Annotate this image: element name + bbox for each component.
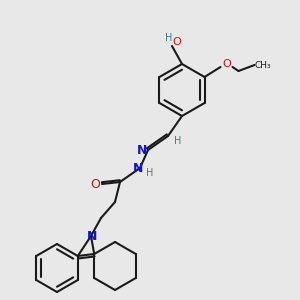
Text: N: N xyxy=(133,161,143,175)
Text: O: O xyxy=(90,178,100,191)
Text: O: O xyxy=(222,59,231,69)
Text: H: H xyxy=(174,136,182,146)
Text: N: N xyxy=(137,145,147,158)
Text: N: N xyxy=(87,230,97,244)
Text: CH₃: CH₃ xyxy=(254,61,271,70)
Text: H: H xyxy=(165,33,173,43)
Text: H: H xyxy=(146,168,154,178)
Text: O: O xyxy=(172,37,182,47)
